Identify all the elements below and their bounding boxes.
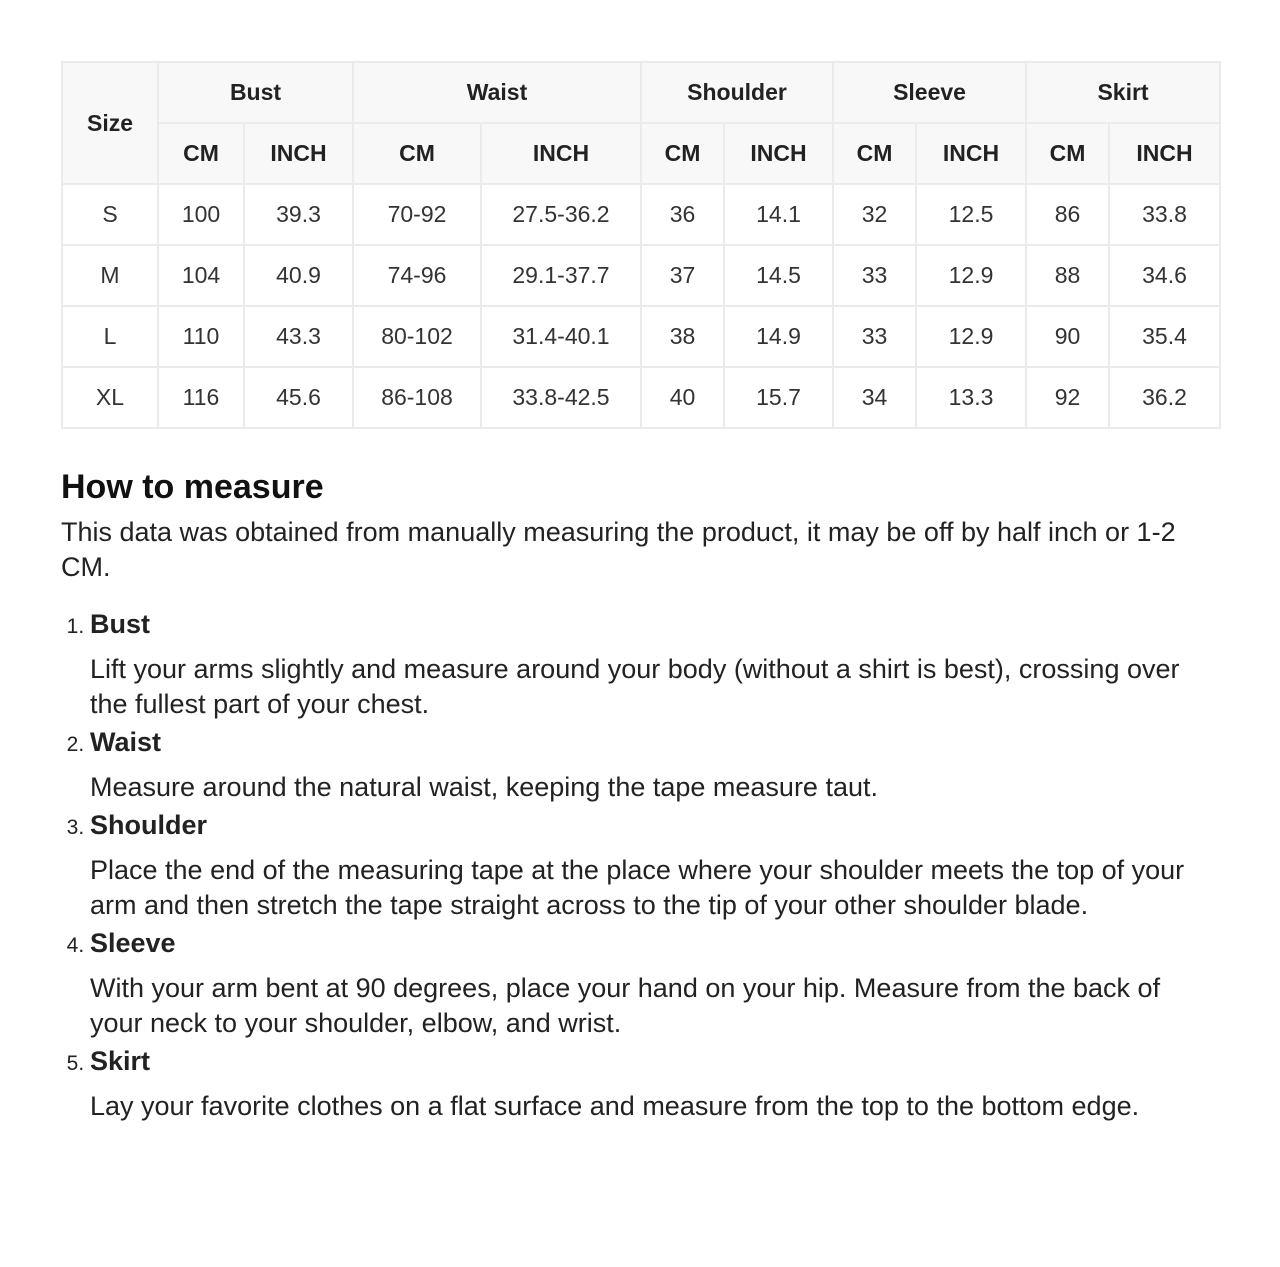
header-row-groups: Size Bust Waist Shoulder Sleeve Skirt (61, 61, 1222, 185)
measure-item: Waist Measure around the natural waist, k… (90, 725, 1219, 805)
intro-text: This data was obtained from manually mea… (61, 517, 1176, 582)
table-cell: 12.5 (915, 183, 1028, 246)
unit-header-waist-cm: CM (352, 122, 482, 185)
group-header-bust: Bust (157, 61, 354, 124)
unit-header-sleeve-cm: CM (832, 122, 918, 185)
measure-item-desc: Measure around the natural waist, keepin… (90, 772, 878, 802)
size-cell: XL (61, 366, 159, 429)
table-header: Size Bust Waist Shoulder Sleeve Skirt CM INCH CM… (61, 61, 1222, 185)
unit-header-bust-cm: CM (157, 122, 245, 185)
group-header-sleeve: Sleeve (832, 61, 1028, 124)
group-header-waist: Waist (352, 61, 642, 124)
table-row: M 104 40.9 74-96 29.1-37.7 37 14.5 33 12.9 88 34.6 (61, 244, 1222, 307)
size-chart-table: Size Bust Waist Shoulder Sleeve Skirt CM INCH CM… (61, 61, 1222, 429)
table-cell: 36.2 (1108, 366, 1222, 429)
table-cell: 90 (1025, 305, 1111, 368)
table-cell: 70-92 (352, 183, 482, 246)
table-cell: 43.3 (243, 305, 354, 368)
measure-item-desc: Lift your arms slightly and measure arou… (90, 654, 1180, 719)
table-cell: 33.8 (1108, 183, 1222, 246)
measure-item-title: Shoulder (90, 810, 208, 840)
measure-item-title: Skirt (90, 1046, 151, 1076)
size-guide: Size Bust Waist Shoulder Sleeve Skirt CM INCH CM… (61, 61, 1222, 1127)
measure-item-desc: Place the end of the measuring tape at t… (90, 855, 1185, 920)
table-cell: 12.9 (915, 305, 1028, 368)
table-cell: 13.3 (915, 366, 1028, 429)
unit-header-bust-inch: INCH (243, 122, 354, 185)
table-cell: 74-96 (352, 244, 482, 307)
header-row-units: CM INCH CM INCH CM INCH CM INCH CM INCH (62, 122, 1222, 185)
table-cell: 33 (832, 244, 918, 307)
measure-list: Bust Lift your arms slightly and measure … (61, 607, 1219, 1124)
table-cell: 33.8-42.5 (480, 366, 642, 429)
measure-item-desc: With your arm bent at 90 degrees, place … (90, 973, 1161, 1038)
table-body: S 100 39.3 70-92 27.5-36.2 36 14.1 32 12.5 86 33.8… (61, 183, 1222, 429)
table-cell: 14.5 (722, 244, 835, 307)
table-cell: 86 (1025, 183, 1111, 246)
measure-item: Skirt Lay your favorite clothes on a flat… (90, 1044, 1219, 1124)
measure-item-title: Waist (90, 727, 162, 757)
measure-item-title: Bust (90, 609, 150, 639)
table-cell: 15.7 (722, 366, 835, 429)
table-cell: 36 (640, 183, 725, 246)
table-cell: 27.5-36.2 (480, 183, 642, 246)
measure-item-title: Sleeve (90, 928, 176, 958)
table-cell: 40 (640, 366, 725, 429)
table-cell: 104 (157, 244, 245, 307)
table-cell: 100 (157, 183, 245, 246)
unit-header-shoulder-inch: INCH (722, 122, 835, 185)
table-cell: 88 (1025, 244, 1111, 307)
table-cell: 45.6 (243, 366, 354, 429)
table-row: L 110 43.3 80-102 31.4-40.1 38 14.9 33 12.9 90 35.… (61, 305, 1222, 368)
group-header-shoulder: Shoulder (639, 61, 835, 124)
table-cell: 92 (1025, 366, 1111, 429)
measure-item: Sleeve With your arm bent at 90 degrees, … (90, 926, 1219, 1041)
table-cell: 31.4-40.1 (480, 305, 642, 368)
table-cell: 38 (640, 305, 725, 368)
table-cell: 116 (157, 366, 245, 429)
size-cell: M (61, 244, 159, 307)
table-cell: 40.9 (243, 244, 354, 307)
table-cell: 14.9 (722, 305, 835, 368)
size-cell: L (61, 305, 159, 368)
table-cell: 32 (832, 183, 918, 246)
table-cell: 86-108 (352, 366, 482, 429)
table-row: XL 116 45.6 86-108 33.8-42.5 40 15.7 34 13.3 92 36… (61, 366, 1222, 429)
size-header: Size (61, 61, 159, 185)
unit-header-skirt-inch: INCH (1108, 122, 1222, 185)
table-cell: 34.6 (1108, 244, 1222, 307)
unit-header-shoulder-cm: CM (640, 122, 725, 185)
unit-header-skirt-cm: CM (1025, 122, 1111, 185)
table-cell: 14.1 (722, 183, 835, 246)
unit-header-waist-inch: INCH (480, 122, 642, 185)
section-title: How to measure (61, 468, 324, 506)
table-cell: 29.1-37.7 (480, 244, 642, 307)
table-cell: 35.4 (1108, 305, 1222, 368)
measure-item-desc: Lay your favorite clothes on a flat surf… (90, 1091, 1140, 1121)
group-header-skirt: Skirt (1025, 61, 1222, 124)
table-row: S 100 39.3 70-92 27.5-36.2 36 14.1 32 12.5 86 33.8 (61, 183, 1222, 246)
measure-item: Shoulder Place the end of the measuring t… (90, 808, 1219, 923)
table-cell: 12.9 (915, 244, 1028, 307)
table-cell: 37 (640, 244, 725, 307)
table-cell: 34 (832, 366, 918, 429)
table-cell: 80-102 (352, 305, 482, 368)
measure-item: Bust Lift your arms slightly and measure … (90, 607, 1219, 722)
size-cell: S (61, 183, 159, 246)
table-cell: 110 (157, 305, 245, 368)
table-cell: 33 (832, 305, 918, 368)
table-cell: 39.3 (243, 183, 354, 246)
unit-header-sleeve-inch: INCH (915, 122, 1028, 185)
